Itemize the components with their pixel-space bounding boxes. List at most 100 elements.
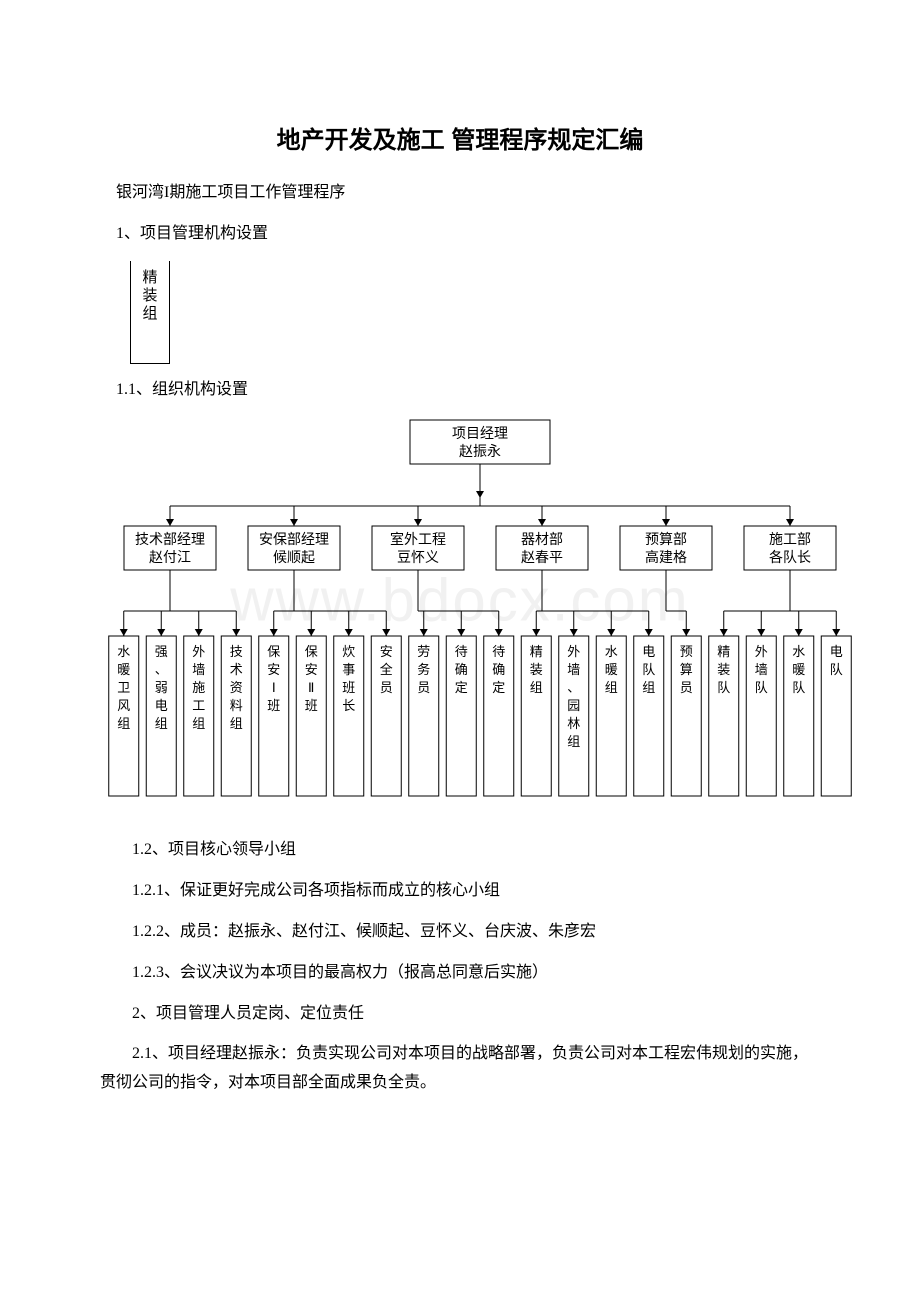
svg-text:豆怀义: 豆怀义 bbox=[397, 550, 439, 566]
svg-text:器材部: 器材部 bbox=[521, 532, 563, 548]
svg-text:高建格: 高建格 bbox=[645, 549, 687, 566]
svg-text:组: 组 bbox=[567, 734, 580, 749]
svg-text:赵春平: 赵春平 bbox=[521, 550, 563, 566]
svg-text:电: 电 bbox=[642, 644, 655, 659]
svg-text:待: 待 bbox=[492, 644, 505, 659]
intro-line: 银河湾I期施工项目工作管理程序 bbox=[100, 179, 820, 208]
svg-text:安: 安 bbox=[267, 662, 280, 677]
svg-text:组: 组 bbox=[155, 716, 168, 731]
svg-text:安保部经理: 安保部经理 bbox=[259, 532, 329, 548]
svg-text:弱: 弱 bbox=[155, 680, 168, 695]
svg-text:劳: 劳 bbox=[417, 644, 430, 659]
svg-text:暖: 暖 bbox=[792, 662, 805, 677]
svg-text:墙: 墙 bbox=[567, 662, 580, 677]
svg-text:园: 园 bbox=[567, 698, 580, 713]
svg-text:员: 员 bbox=[680, 680, 693, 695]
svg-text:班: 班 bbox=[342, 680, 355, 695]
svg-text:暖: 暖 bbox=[605, 662, 618, 677]
svg-text:卫: 卫 bbox=[117, 680, 130, 695]
svg-text:水: 水 bbox=[605, 644, 618, 659]
svg-text:炊: 炊 bbox=[342, 644, 355, 659]
svg-text:外: 外 bbox=[567, 644, 580, 659]
svg-text:资: 资 bbox=[230, 680, 243, 695]
svg-text:队: 队 bbox=[830, 662, 843, 677]
svg-text:队: 队 bbox=[642, 662, 655, 677]
para-1-2-2: 1.2.2、成员：赵振永、赵付江、候顺起、豆怀义、台庆波、朱彦宏 bbox=[100, 918, 820, 947]
svg-text:项目经理: 项目经理 bbox=[452, 426, 508, 442]
svg-text:赵付江: 赵付江 bbox=[149, 550, 191, 566]
svg-text:组: 组 bbox=[605, 680, 618, 695]
svg-text:外: 外 bbox=[755, 644, 768, 659]
svg-text:林: 林 bbox=[567, 716, 580, 731]
org-chart: 项目经理赵振永技术部经理赵付江 安保部经理候顺起 室外工程豆怀义 器材部赵春平 预算部高… bbox=[100, 416, 820, 816]
svg-text:组: 组 bbox=[117, 716, 130, 731]
svg-text:预算部: 预算部 bbox=[645, 532, 687, 548]
svg-text:预: 预 bbox=[680, 644, 693, 659]
svg-text:强: 强 bbox=[155, 644, 168, 659]
para-1-2-1: 1.2.1、保证更好完成公司各项指标而成立的核心小组 bbox=[100, 877, 820, 906]
svg-text:装: 装 bbox=[530, 662, 543, 677]
section-1: 1、项目管理机构设置 bbox=[100, 220, 820, 249]
svg-text:外: 外 bbox=[192, 644, 205, 659]
svg-text:确: 确 bbox=[492, 662, 505, 677]
svg-text:事: 事 bbox=[342, 662, 355, 677]
document-body: 地产开发及施工 管理程序规定汇编 银河湾I期施工项目工作管理程序 1、项目管理机… bbox=[100, 120, 820, 1098]
svg-text:施: 施 bbox=[192, 680, 205, 695]
svg-text:精: 精 bbox=[530, 644, 543, 659]
para-2: 2、项目管理人员定岗、定位责任 bbox=[100, 1000, 820, 1029]
svg-text:风: 风 bbox=[117, 698, 130, 713]
svg-text:电: 电 bbox=[155, 698, 168, 713]
svg-text:班: 班 bbox=[305, 698, 318, 713]
svg-text:料: 料 bbox=[230, 698, 243, 713]
svg-text:组: 组 bbox=[642, 680, 655, 695]
standalone-box: 精装组 bbox=[130, 261, 170, 364]
svg-text:班: 班 bbox=[267, 698, 280, 713]
svg-text:、: 、 bbox=[155, 662, 168, 677]
svg-text:定: 定 bbox=[492, 680, 505, 695]
para-2-1: 2.1、项目经理赵振永：负责实现公司对本项目的战略部署，负责公司对本工程宏伟规划… bbox=[100, 1040, 820, 1098]
svg-text:安: 安 bbox=[305, 662, 318, 677]
svg-text:长: 长 bbox=[342, 698, 355, 713]
svg-text:工: 工 bbox=[192, 698, 205, 713]
para-1-2-3: 1.2.3、会议决议为本项目的最高权力（报高总同意后实施） bbox=[100, 959, 820, 988]
svg-text:员: 员 bbox=[380, 680, 393, 695]
svg-text:赵振永: 赵振永 bbox=[459, 444, 501, 460]
svg-text:组: 组 bbox=[530, 680, 543, 695]
svg-text:组: 组 bbox=[192, 716, 205, 731]
svg-text:室外工程: 室外工程 bbox=[390, 531, 446, 548]
svg-text:队: 队 bbox=[792, 680, 805, 695]
svg-text:安: 安 bbox=[380, 644, 393, 659]
svg-text:水: 水 bbox=[117, 644, 130, 659]
svg-text:队: 队 bbox=[717, 680, 730, 695]
svg-text:全: 全 bbox=[380, 662, 393, 677]
svg-text:算: 算 bbox=[680, 662, 693, 677]
svg-text:技: 技 bbox=[230, 644, 243, 659]
svg-text:墙: 墙 bbox=[755, 662, 768, 677]
svg-text:候顺起: 候顺起 bbox=[273, 550, 315, 566]
svg-text:Ⅱ: Ⅱ bbox=[308, 680, 314, 695]
svg-text:技术部经理: 技术部经理 bbox=[135, 532, 205, 548]
svg-text:务: 务 bbox=[417, 662, 430, 677]
svg-text:各队长: 各队长 bbox=[769, 550, 811, 566]
svg-text:待: 待 bbox=[455, 644, 468, 659]
svg-text:保: 保 bbox=[267, 644, 280, 659]
svg-text:装: 装 bbox=[717, 662, 730, 677]
page-title: 地产开发及施工 管理程序规定汇编 bbox=[100, 120, 820, 155]
para-1-2: 1.2、项目核心领导小组 bbox=[100, 836, 820, 865]
svg-text:保: 保 bbox=[305, 644, 318, 659]
svg-text:组: 组 bbox=[230, 716, 243, 731]
svg-text:队: 队 bbox=[755, 680, 768, 695]
svg-text:暖: 暖 bbox=[117, 662, 130, 677]
svg-text:电: 电 bbox=[830, 644, 843, 659]
svg-text:水: 水 bbox=[792, 644, 805, 659]
svg-text:、: 、 bbox=[567, 680, 580, 695]
svg-text:员: 员 bbox=[417, 680, 430, 695]
svg-text:定: 定 bbox=[455, 680, 468, 695]
svg-text:精: 精 bbox=[717, 644, 730, 659]
svg-text:确: 确 bbox=[455, 662, 468, 677]
standalone-box-text: 精装组 bbox=[141, 269, 159, 323]
svg-text:墙: 墙 bbox=[192, 662, 205, 677]
svg-text:术: 术 bbox=[230, 662, 243, 677]
section-1-1: 1.1、组织机构设置 bbox=[100, 376, 820, 405]
svg-text:Ⅰ: Ⅰ bbox=[272, 680, 276, 695]
